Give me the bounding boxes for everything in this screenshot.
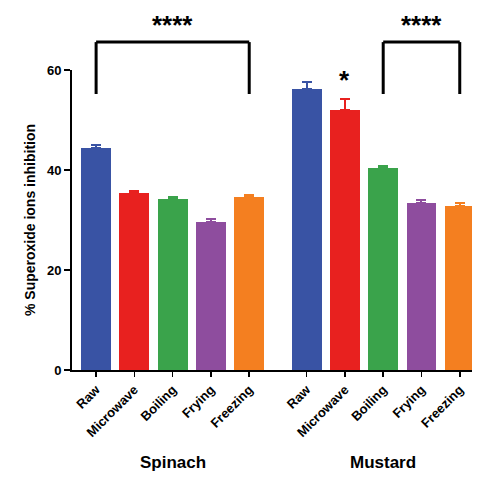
svg-text:Spinach: Spinach (140, 453, 206, 472)
svg-text:0: 0 (54, 363, 61, 378)
svg-text:Freezing: Freezing (208, 382, 256, 430)
svg-text:*: * (339, 65, 350, 95)
svg-text:Microwave: Microwave (83, 382, 141, 440)
svg-text:Raw: Raw (73, 382, 103, 412)
svg-text:****: **** (401, 10, 442, 40)
svg-text:Mustard: Mustard (350, 453, 416, 472)
svg-text:40: 40 (47, 163, 61, 178)
svg-text:Microwave: Microwave (294, 382, 352, 440)
svg-text:% Superoxide ions inhibition: % Superoxide ions inhibition (22, 124, 38, 316)
svg-text:Frying: Frying (179, 382, 218, 421)
svg-text:****: **** (152, 10, 193, 40)
svg-text:60: 60 (47, 63, 61, 78)
svg-text:20: 20 (47, 263, 61, 278)
svg-text:Boiling: Boiling (348, 382, 390, 424)
svg-text:Boiling: Boiling (138, 382, 180, 424)
svg-text:Frying: Frying (389, 382, 428, 421)
svg-text:Freezing: Freezing (418, 382, 466, 430)
svg-text:Raw: Raw (284, 382, 314, 412)
